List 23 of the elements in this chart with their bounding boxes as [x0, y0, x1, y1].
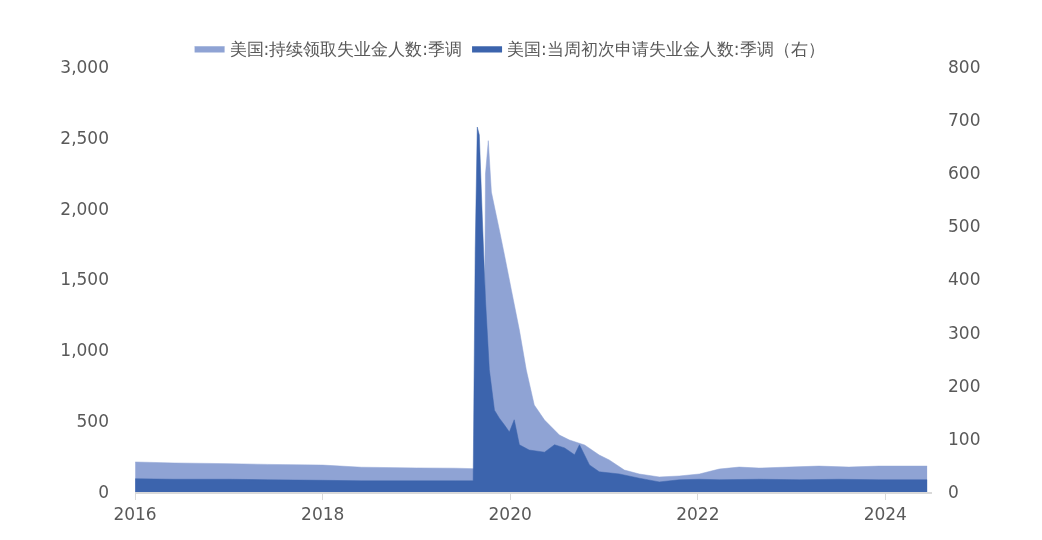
y-tick-label: 500	[76, 411, 109, 432]
y2-tick-label: 400	[948, 269, 981, 290]
y2-tick-label: 700	[948, 110, 981, 131]
y-tick-label: 1,500	[60, 269, 109, 290]
y2-tick-label: 300	[948, 322, 981, 343]
y-tick-label: 1,000	[60, 340, 109, 361]
y2-tick-label: 800	[948, 56, 981, 77]
y2-tick-label: 100	[948, 428, 981, 449]
x-tick-label: 2020	[488, 504, 532, 525]
x-tick-label: 2024	[863, 504, 907, 525]
legend-label: 美国:持续领取失业金人数:季调	[229, 39, 463, 60]
y2-tick-label: 600	[948, 163, 981, 184]
legend-label: 美国:当周初次申请失业金人数:季调（右）	[507, 39, 825, 60]
x-tick-label: 2016	[113, 504, 157, 525]
y-tick-label: 2,000	[60, 198, 109, 219]
x-tick-label: 2022	[676, 504, 720, 525]
y2-tick-label: 200	[948, 375, 981, 396]
y-tick-label: 2,500	[60, 127, 109, 148]
y2-tick-label: 500	[948, 216, 981, 237]
y-tick-label: 0	[98, 481, 109, 502]
y-tick-label: 3,000	[60, 56, 109, 77]
x-tick-label: 2018	[301, 504, 345, 525]
y2-tick-label: 0	[948, 481, 959, 502]
